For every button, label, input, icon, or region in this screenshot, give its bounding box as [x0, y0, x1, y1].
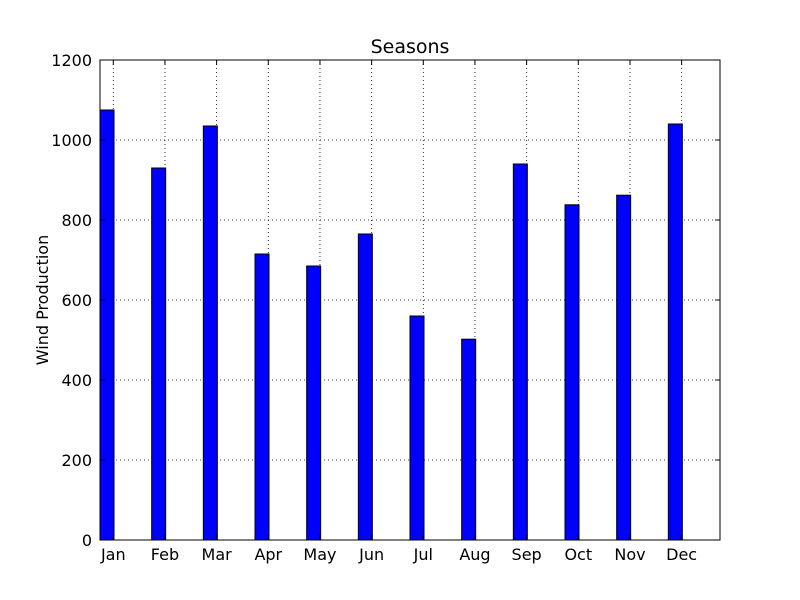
chart-title: Seasons: [371, 36, 450, 58]
y-tick-labels: 0 200 400 600 800 1000 1200: [51, 51, 92, 550]
bar-apr: [254, 253, 270, 541]
bar-feb: [151, 167, 167, 541]
y-tick-label: 600: [61, 291, 92, 310]
y-axis-label: Wind Production: [33, 235, 52, 365]
y-tick-label: 0: [82, 531, 92, 550]
x-tick-label: Jun: [358, 545, 384, 564]
x-tick-label: Feb: [151, 545, 179, 564]
bar-sep: [512, 163, 528, 541]
x-tick-label: May: [303, 545, 336, 564]
y-tick-label: 200: [61, 451, 92, 470]
x-tick-labels: Jan Feb Mar Apr May Jun Jul Aug Sep Oct Nov Dec: [100, 545, 697, 564]
bar-jul: [409, 315, 425, 541]
x-tick-label: Apr: [254, 545, 282, 564]
y-tick-label: 1000: [51, 131, 92, 150]
x-tick-label: Nov: [614, 545, 645, 564]
bar-dec: [667, 123, 683, 541]
y-tick-label: 400: [61, 371, 92, 390]
x-tick-label: Jan: [100, 545, 126, 564]
bar-may: [306, 265, 322, 541]
x-tick-label: Oct: [564, 545, 592, 564]
x-tick-label: Aug: [459, 545, 490, 564]
x-tick-label: Dec: [666, 545, 697, 564]
bar-jun: [357, 233, 373, 541]
bar-aug: [461, 338, 477, 541]
x-tick-label: Jul: [413, 545, 433, 564]
bar-mar: [202, 125, 218, 541]
x-tick-label: Sep: [512, 545, 542, 564]
bar-oct: [564, 204, 580, 541]
bar-nov: [616, 194, 632, 541]
ticks: [100, 59, 720, 541]
y-tick-label: 800: [61, 211, 92, 230]
bar-jan: [99, 109, 115, 541]
x-tick-label: Mar: [202, 545, 233, 564]
bars: [99, 109, 683, 541]
y-tick-label: 1200: [51, 51, 92, 70]
